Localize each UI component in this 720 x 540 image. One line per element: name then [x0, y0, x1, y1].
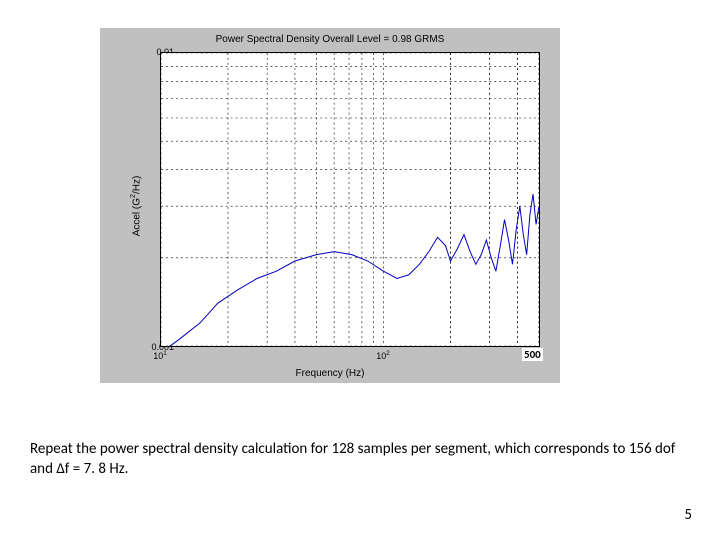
xtick-10: 101 — [153, 350, 167, 361]
y-axis-label: Accel (G2/Hz) — [130, 175, 142, 236]
xtick-100: 102 — [376, 350, 390, 361]
chart-title: Power Spectral Density Overall Level = 0… — [100, 34, 560, 45]
psd-chart: Power Spectral Density Overall Level = 0… — [100, 28, 560, 383]
caption-text: Repeat the power spectral density calcul… — [30, 440, 690, 479]
plot-svg — [161, 53, 539, 346]
xtick-max: 500 — [522, 348, 543, 361]
page-number: 5 — [684, 506, 692, 524]
x-axis-label: Frequency (Hz) — [100, 368, 560, 379]
plot-area — [160, 52, 540, 347]
